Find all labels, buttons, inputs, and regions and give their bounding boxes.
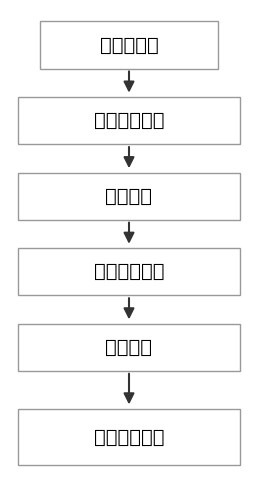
Bar: [18, 409, 240, 466]
Bar: [18, 173, 240, 220]
Bar: [18, 248, 240, 295]
Bar: [18, 97, 240, 144]
Text: 热电偶信号: 热电偶信号: [100, 36, 158, 54]
Text: 冷端补偿步骤: 冷端补偿步骤: [94, 111, 164, 130]
Text: 信号接收步骤: 信号接收步骤: [94, 428, 164, 446]
Bar: [18, 324, 240, 371]
Bar: [40, 21, 218, 68]
Text: 采集步骤: 采集步骤: [106, 338, 152, 357]
Text: 信号放大步骤: 信号放大步骤: [94, 262, 164, 281]
Text: 滤波步骤: 滤波步骤: [106, 187, 152, 206]
